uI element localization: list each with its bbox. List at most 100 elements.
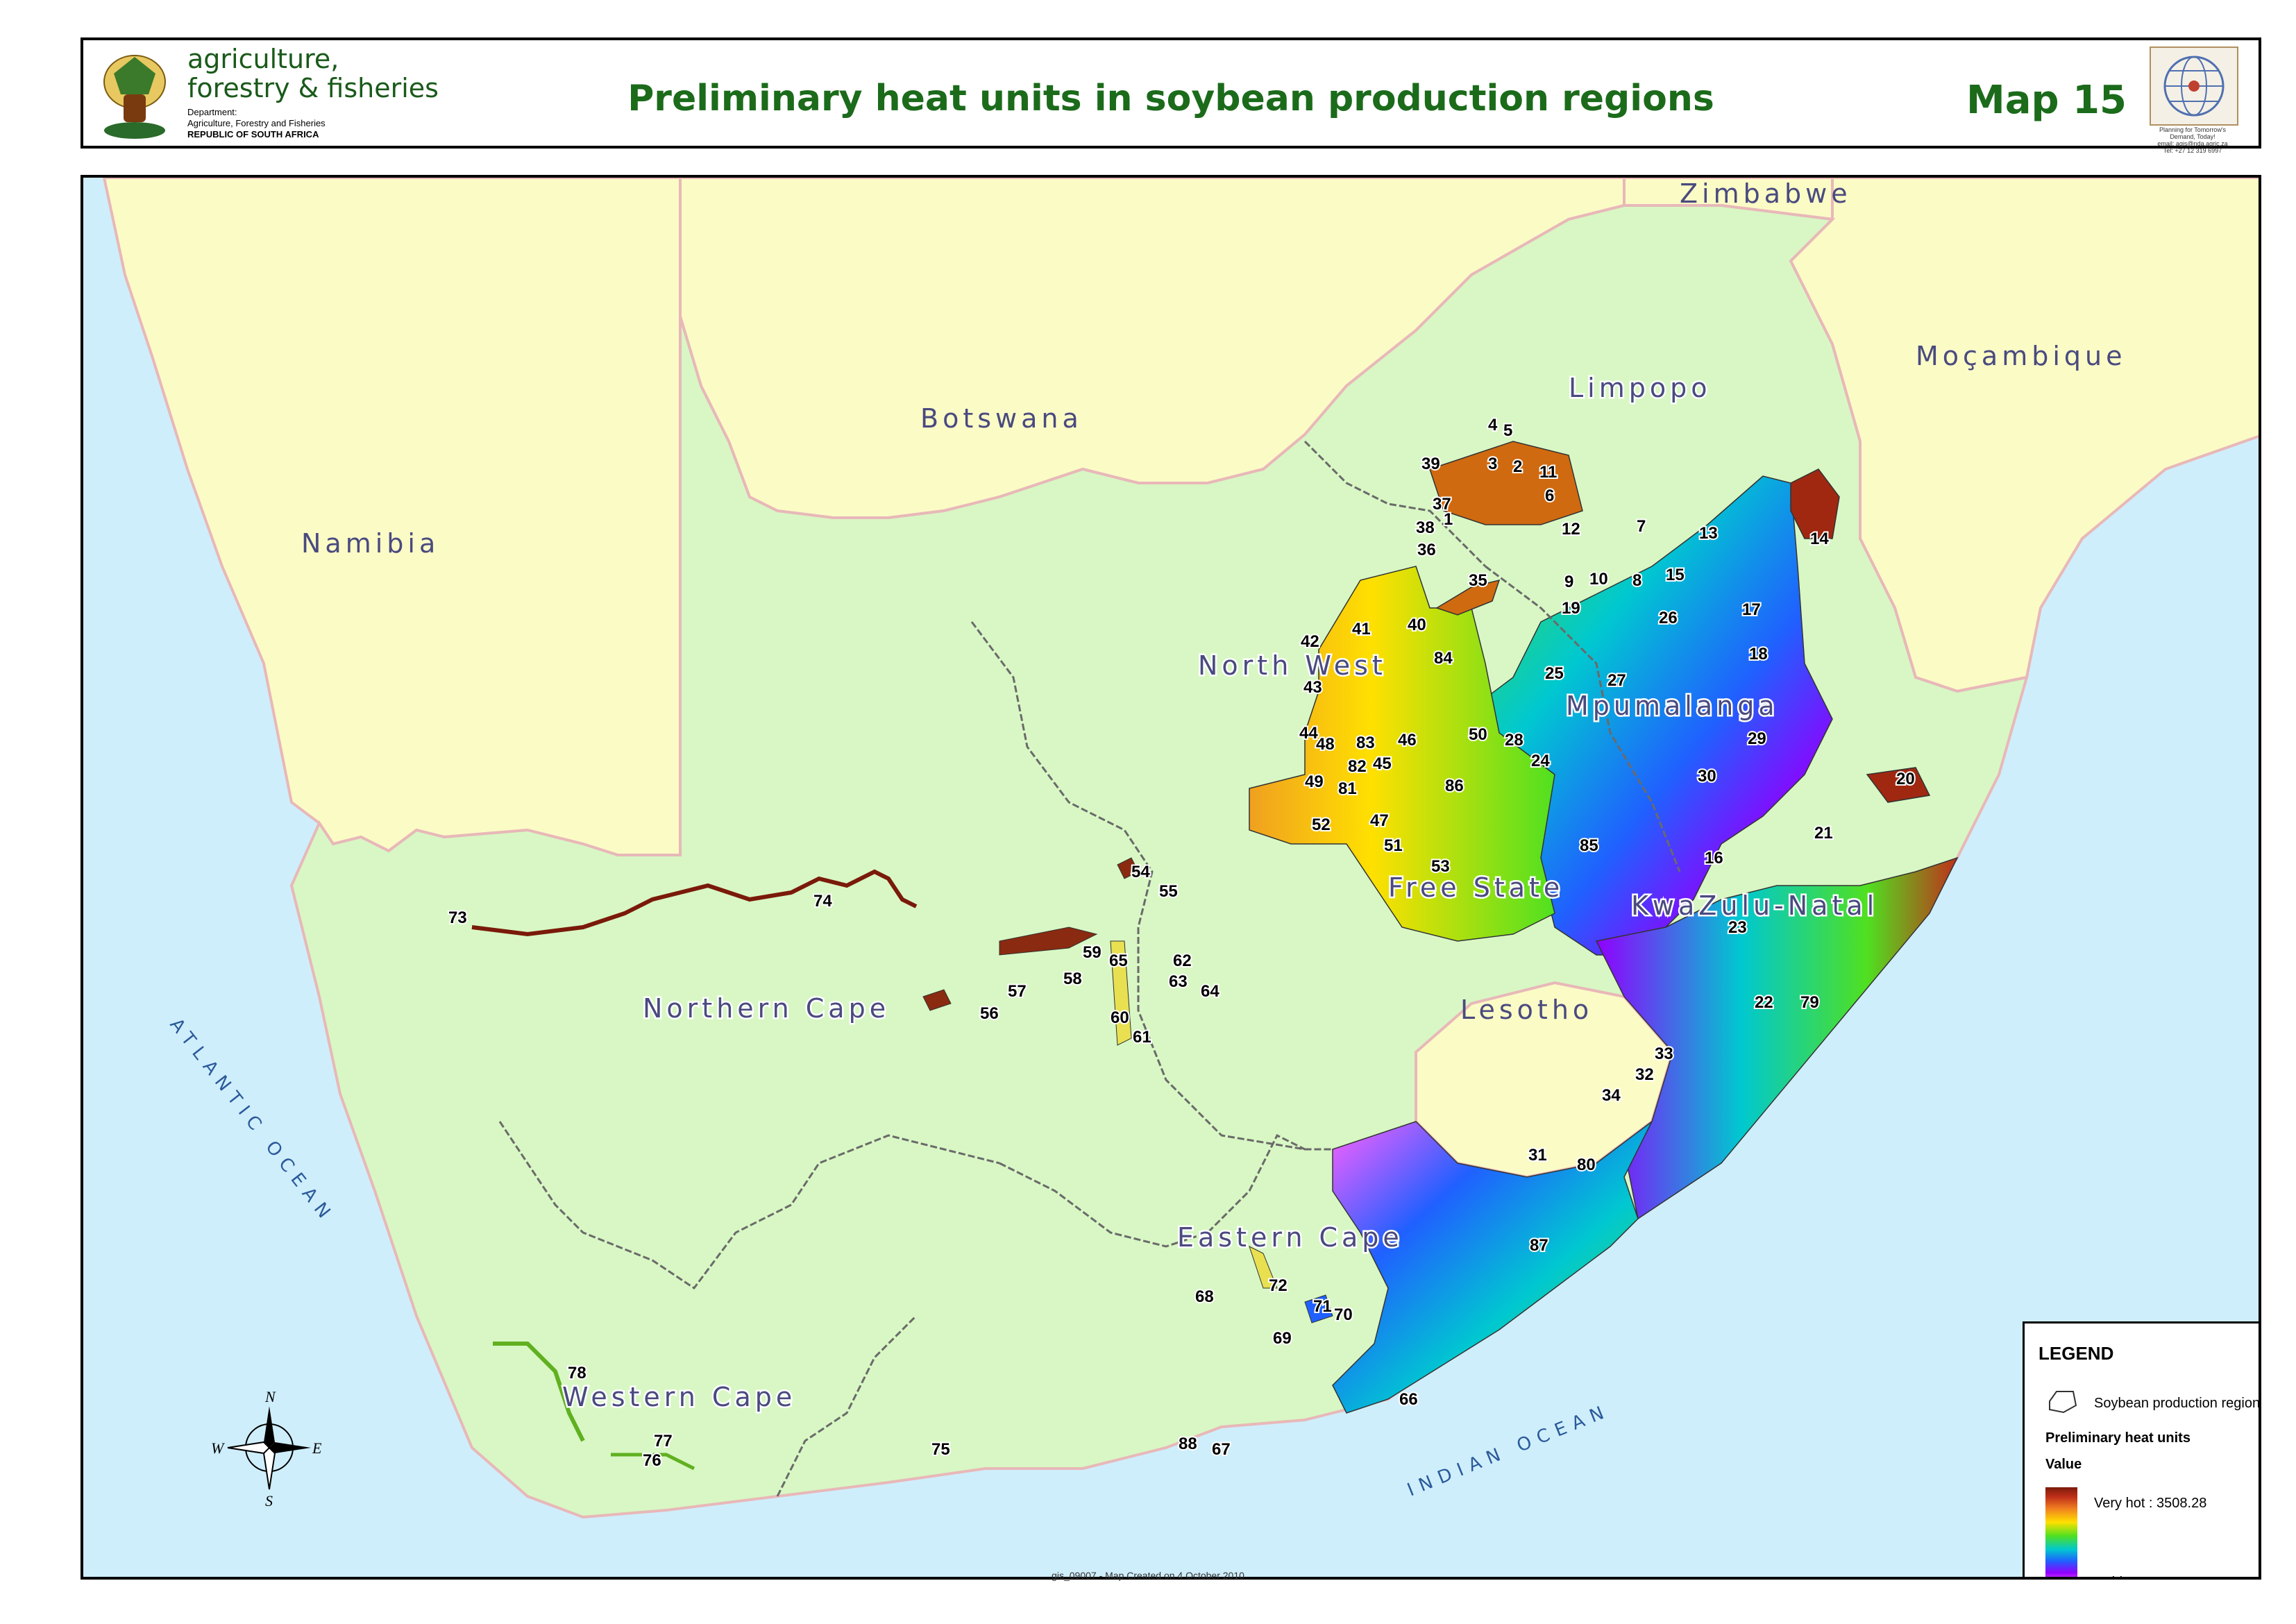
label-botswana: Botswana	[920, 403, 1083, 434]
region-number-10: 10	[1589, 570, 1608, 589]
region-number-85: 85	[1580, 836, 1598, 855]
heat-region-14	[1790, 468, 1840, 539]
region-number-87: 87	[1530, 1236, 1548, 1255]
map-title: Preliminary heat units in soybean produc…	[627, 78, 1714, 119]
region-number-72: 72	[1269, 1276, 1288, 1295]
region-number-33: 33	[1655, 1044, 1673, 1063]
region-number-7: 7	[1637, 517, 1646, 536]
region-number-49: 49	[1305, 772, 1324, 791]
region-number-79: 79	[1800, 993, 1819, 1012]
region-number-35: 35	[1469, 571, 1487, 590]
region-number-31: 31	[1528, 1146, 1547, 1165]
region-number-69: 69	[1273, 1329, 1292, 1348]
region-number-5: 5	[1503, 421, 1512, 440]
region-number-74: 74	[813, 892, 832, 911]
map-legend: LEGEND Soybean production regions Prelim…	[2023, 1321, 2261, 1577]
region-number-23: 23	[1728, 918, 1747, 937]
legend-title: LEGEND	[2038, 1343, 2114, 1364]
region-number-57: 57	[1008, 982, 1027, 1001]
region-number-12: 12	[1562, 520, 1580, 539]
region-number-81: 81	[1338, 779, 1357, 798]
legend-cold: Cold : -148.498	[2094, 1575, 2189, 1577]
region-number-44: 44	[1299, 724, 1318, 743]
region-number-39: 39	[1421, 455, 1440, 473]
region-number-88: 88	[1179, 1435, 1197, 1453]
region-number-50: 50	[1469, 725, 1487, 744]
region-number-64: 64	[1201, 982, 1219, 1001]
heat-region-56	[922, 989, 952, 1011]
namibia-area	[102, 178, 682, 856]
map-number: Map 15	[1966, 78, 2127, 123]
region-number-42: 42	[1301, 632, 1319, 651]
region-number-17: 17	[1742, 600, 1761, 619]
region-number-61: 61	[1133, 1028, 1151, 1047]
label-limpopo: Limpopo	[1569, 373, 1712, 403]
region-number-84: 84	[1434, 649, 1453, 668]
region-number-9: 9	[1564, 573, 1573, 591]
region-number-63: 63	[1169, 972, 1188, 991]
heat-region-72	[1249, 1246, 1278, 1289]
region-number-48: 48	[1316, 735, 1335, 754]
department-subtitle: Department: Agriculture, Forestry and Fi…	[187, 107, 326, 139]
heat-region-limpopo-north	[1429, 441, 1583, 525]
region-number-11: 11	[1539, 463, 1557, 482]
label-north-west: North West	[1198, 650, 1387, 681]
region-number-56: 56	[980, 1004, 999, 1023]
region-number-46: 46	[1398, 731, 1417, 750]
region-number-4: 4	[1488, 416, 1498, 434]
provincial-boundaries	[498, 440, 1681, 1497]
globe-logo-caption: Planning for Tomorrow's Demand, Today! e…	[2157, 126, 2228, 154]
region-number-77: 77	[654, 1432, 673, 1450]
map-footer: gis_09007 - Map Created on 4 October 201…	[1052, 1570, 1244, 1581]
region-number-13: 13	[1699, 524, 1718, 543]
label-northern-cape: Northern Cape	[643, 993, 890, 1024]
region-number-78: 78	[568, 1364, 586, 1382]
heat-region-20	[1866, 767, 1931, 803]
region-number-66: 66	[1399, 1390, 1418, 1409]
region-number-26: 26	[1659, 609, 1678, 627]
legend-value: Value	[2045, 1457, 2082, 1472]
region-number-80: 80	[1577, 1156, 1596, 1174]
region-number-86: 86	[1445, 777, 1464, 795]
legend-soybean-regions: Soybean production regions	[2094, 1396, 2261, 1411]
region-number-68: 68	[1195, 1287, 1214, 1306]
heat-region-70	[1304, 1294, 1333, 1323]
region-number-62: 62	[1173, 951, 1192, 970]
region-number-58: 58	[1063, 970, 1082, 988]
coat-of-arms-logo	[103, 55, 166, 139]
legend-color-ramp	[2045, 1487, 2077, 1577]
department-name: agriculture, forestry & fisheries	[187, 44, 439, 103]
label-free-state: Free State	[1388, 872, 1564, 903]
legend-heat-units: Preliminary heat units	[2045, 1430, 2191, 1446]
region-number-37: 37	[1433, 495, 1451, 514]
region-number-53: 53	[1431, 857, 1450, 876]
region-number-1: 1	[1444, 510, 1453, 529]
region-number-2: 2	[1513, 457, 1522, 476]
compass-n: N	[264, 1388, 276, 1405]
region-number-8: 8	[1632, 571, 1641, 590]
region-number-40: 40	[1408, 616, 1426, 634]
region-number-70: 70	[1334, 1305, 1353, 1324]
region-number-34: 34	[1602, 1086, 1621, 1105]
region-number-43: 43	[1303, 678, 1322, 697]
region-number-25: 25	[1545, 664, 1564, 683]
region-number-15: 15	[1666, 566, 1685, 584]
heat-region-eastern-cape	[1332, 1121, 1653, 1414]
region-number-71: 71	[1313, 1297, 1332, 1316]
label-mpumalanga: Mpumalanga	[1566, 691, 1779, 721]
heat-region-central	[999, 927, 1098, 956]
region-number-55: 55	[1159, 882, 1178, 901]
region-number-38: 38	[1416, 518, 1435, 537]
label-namibia: Namibia	[301, 528, 439, 559]
heat-region-77	[611, 1453, 695, 1471]
region-number-24: 24	[1531, 752, 1550, 770]
heat-region-north-west-strip	[1435, 579, 1501, 616]
region-number-36: 36	[1417, 541, 1436, 559]
region-number-47: 47	[1370, 811, 1389, 830]
region-number-41: 41	[1352, 620, 1371, 638]
compass-s: S	[265, 1492, 273, 1509]
map-panel: Namibia Botswana Zimbabwe Moçambique Les…	[81, 175, 2261, 1580]
region-number-28: 28	[1505, 731, 1523, 750]
heat-region-kzn	[1595, 856, 1959, 1220]
